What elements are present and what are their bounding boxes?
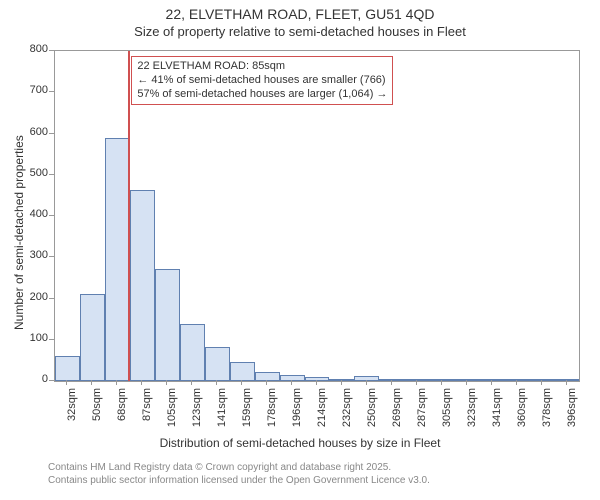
- x-tick-mark: [341, 380, 342, 385]
- attribution-line: Contains public sector information licen…: [48, 475, 588, 488]
- histogram-bar: [205, 347, 230, 381]
- x-tick: 323sqm: [466, 388, 478, 438]
- histogram-bar: [80, 294, 105, 381]
- subject-marker: [128, 51, 130, 381]
- x-tick: 396sqm: [566, 388, 578, 438]
- x-tick: 68sqm: [116, 388, 128, 438]
- histogram-bar: [554, 379, 579, 381]
- x-tick-mark: [141, 380, 142, 385]
- x-tick-mark: [91, 380, 92, 385]
- histogram-bar: [504, 379, 529, 381]
- y-tick-mark: [49, 380, 54, 381]
- y-tick: 800: [14, 43, 48, 55]
- x-tick: 123sqm: [191, 388, 203, 438]
- x-tick-mark: [191, 380, 192, 385]
- x-tick: 214sqm: [316, 388, 328, 438]
- histogram-bar: [379, 379, 404, 381]
- page-subtitle: Size of property relative to semi-detach…: [0, 24, 600, 39]
- x-tick-mark: [516, 380, 517, 385]
- x-tick: 105sqm: [166, 388, 178, 438]
- histogram-bar: [329, 379, 354, 381]
- y-tick: 300: [14, 249, 48, 261]
- y-tick-mark: [49, 256, 54, 257]
- x-tick-mark: [491, 380, 492, 385]
- histogram-bar: [454, 379, 479, 381]
- x-tick: 269sqm: [391, 388, 403, 438]
- x-tick: 341sqm: [491, 388, 503, 438]
- y-tick: 600: [14, 126, 48, 138]
- x-tick-mark: [316, 380, 317, 385]
- y-tick-mark: [49, 339, 54, 340]
- x-tick: 159sqm: [241, 388, 253, 438]
- y-axis-label: Number of semi-detached properties: [12, 135, 26, 330]
- histogram-bar: [55, 356, 80, 381]
- x-tick-mark: [116, 380, 117, 385]
- y-tick-mark: [49, 298, 54, 299]
- x-tick: 250sqm: [366, 388, 378, 438]
- x-tick-mark: [391, 380, 392, 385]
- y-tick: 400: [14, 208, 48, 220]
- histogram-bar: [479, 379, 504, 381]
- x-tick-mark: [466, 380, 467, 385]
- x-tick: 50sqm: [91, 388, 103, 438]
- y-tick-mark: [49, 50, 54, 51]
- histogram-bar: [529, 379, 554, 381]
- y-tick: 700: [14, 84, 48, 96]
- x-tick-mark: [216, 380, 217, 385]
- chart-root: 22, ELVETHAM ROAD, FLEET, GU51 4QD Size …: [0, 0, 600, 500]
- x-tick-mark: [366, 380, 367, 385]
- attribution: Contains HM Land Registry data © Crown c…: [48, 462, 588, 487]
- histogram-bar: [429, 379, 454, 381]
- y-tick-mark: [49, 174, 54, 175]
- x-tick: 378sqm: [541, 388, 553, 438]
- page-title: 22, ELVETHAM ROAD, FLEET, GU51 4QD: [0, 6, 600, 22]
- y-tick: 200: [14, 291, 48, 303]
- histogram-bar: [130, 190, 155, 381]
- x-tick: 287sqm: [416, 388, 428, 438]
- x-tick: 32sqm: [66, 388, 78, 438]
- x-tick-mark: [441, 380, 442, 385]
- x-tick-mark: [241, 380, 242, 385]
- x-tick: 232sqm: [341, 388, 353, 438]
- histogram-bar: [404, 379, 429, 381]
- y-tick: 500: [14, 167, 48, 179]
- histogram-bar: [155, 269, 180, 381]
- x-tick: 305sqm: [441, 388, 453, 438]
- x-tick-mark: [291, 380, 292, 385]
- x-tick-mark: [166, 380, 167, 385]
- histogram-bar: [354, 376, 379, 381]
- y-tick-mark: [49, 91, 54, 92]
- histogram-bar: [180, 324, 205, 381]
- x-axis-label: Distribution of semi-detached houses by …: [0, 436, 600, 450]
- attribution-line: Contains HM Land Registry data © Crown c…: [48, 462, 588, 475]
- x-tick: 87sqm: [141, 388, 153, 438]
- x-tick: 178sqm: [266, 388, 278, 438]
- y-tick: 100: [14, 332, 48, 344]
- x-tick-mark: [541, 380, 542, 385]
- y-tick-mark: [49, 133, 54, 134]
- histogram-bar: [105, 138, 130, 381]
- x-tick-mark: [566, 380, 567, 385]
- plot-area: [54, 50, 580, 382]
- x-tick-mark: [66, 380, 67, 385]
- x-tick: 196sqm: [291, 388, 303, 438]
- x-tick-mark: [266, 380, 267, 385]
- x-tick: 360sqm: [516, 388, 528, 438]
- x-tick: 141sqm: [216, 388, 228, 438]
- y-tick: 0: [14, 373, 48, 385]
- x-tick-mark: [416, 380, 417, 385]
- y-tick-mark: [49, 215, 54, 216]
- histogram-bar: [230, 362, 255, 381]
